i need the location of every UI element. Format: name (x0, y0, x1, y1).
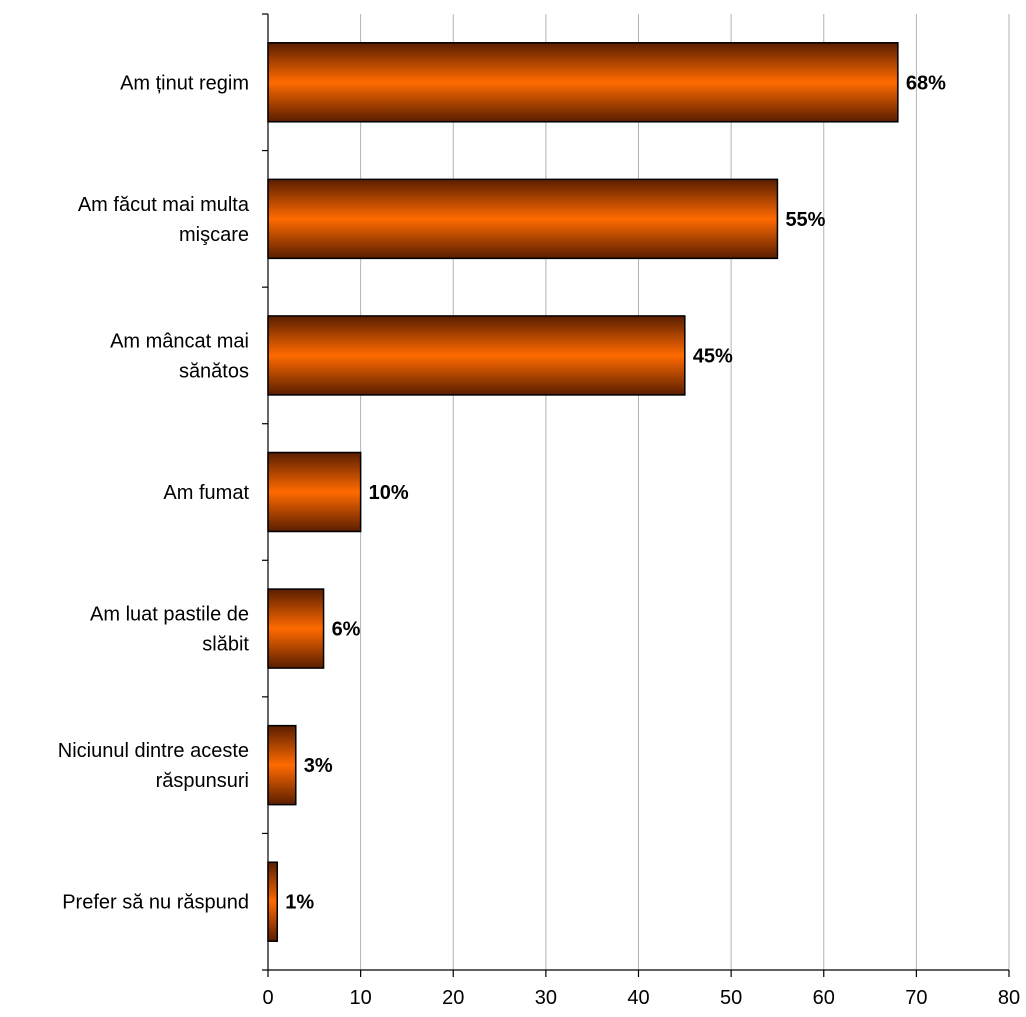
bars (267, 42, 899, 942)
x-tick-label-60: 60 (813, 987, 835, 1009)
data-label-3: 45% (693, 345, 733, 367)
category-label-4: Am fumat (163, 482, 249, 504)
category-label-6-line-1: Niciunul dintre aceste (58, 740, 249, 762)
category-label-5: Am luat pastile de slăbit (90, 604, 249, 656)
x-tick-label-70: 70 (905, 987, 927, 1009)
data-label-6: 3% (304, 755, 333, 777)
bar-6 (267, 724, 297, 806)
category-label-2-line-2: mişcare (179, 224, 249, 246)
data-label-1: 68% (906, 72, 946, 94)
category-label-1-line-1: Am ținut regim (120, 72, 249, 94)
bar-4 (267, 451, 362, 533)
category-label-1: Am ținut regim (120, 72, 249, 94)
category-label-4-line-1: Am fumat (163, 482, 249, 504)
category-label-3: Am mâncat mai sănătos (110, 330, 249, 382)
category-label-6: Niciunul dintre aceste răspunsuri (58, 740, 249, 792)
category-label-2: Am făcut mai multa mişcare (78, 194, 250, 246)
category-label-5-line-2: slăbit (202, 634, 249, 656)
category-label-6-line-2: răspunsuri (156, 770, 249, 792)
data-label-2: 55% (785, 209, 825, 231)
category-label-3-line-2: sănătos (179, 360, 249, 382)
category-label-2-line-1: Am făcut mai multa (78, 194, 250, 216)
category-label-7: Prefer să nu răspund (62, 892, 249, 914)
gridlines (360, 14, 1010, 970)
data-label-7: 1% (285, 892, 314, 914)
x-tick-label-50: 50 (720, 987, 742, 1009)
x-tick-label-80: 80 (998, 987, 1020, 1009)
x-tick-label-20: 20 (442, 987, 464, 1009)
bar-3 (267, 315, 686, 396)
labels: 68% Am ținut regim 55% Am făcut mai multa mi… (58, 72, 1020, 1009)
category-label-3-line-1: Am mâncat mai (110, 330, 249, 352)
x-tick-label-0: 0 (262, 987, 273, 1009)
x-tick-label-40: 40 (627, 987, 649, 1009)
x-tick-label-30: 30 (535, 987, 557, 1009)
bar-7 (267, 861, 279, 942)
axes (262, 13, 1010, 977)
bar-2 (267, 178, 779, 260)
bar-1 (267, 42, 899, 123)
category-label-5-line-1: Am luat pastile de (90, 604, 249, 626)
x-tick-label-10: 10 (350, 987, 372, 1009)
category-label-7-line-1: Prefer să nu răspund (62, 892, 249, 914)
bar-5 (267, 588, 325, 669)
data-label-5: 6% (332, 619, 361, 641)
data-label-4: 10% (369, 482, 409, 504)
